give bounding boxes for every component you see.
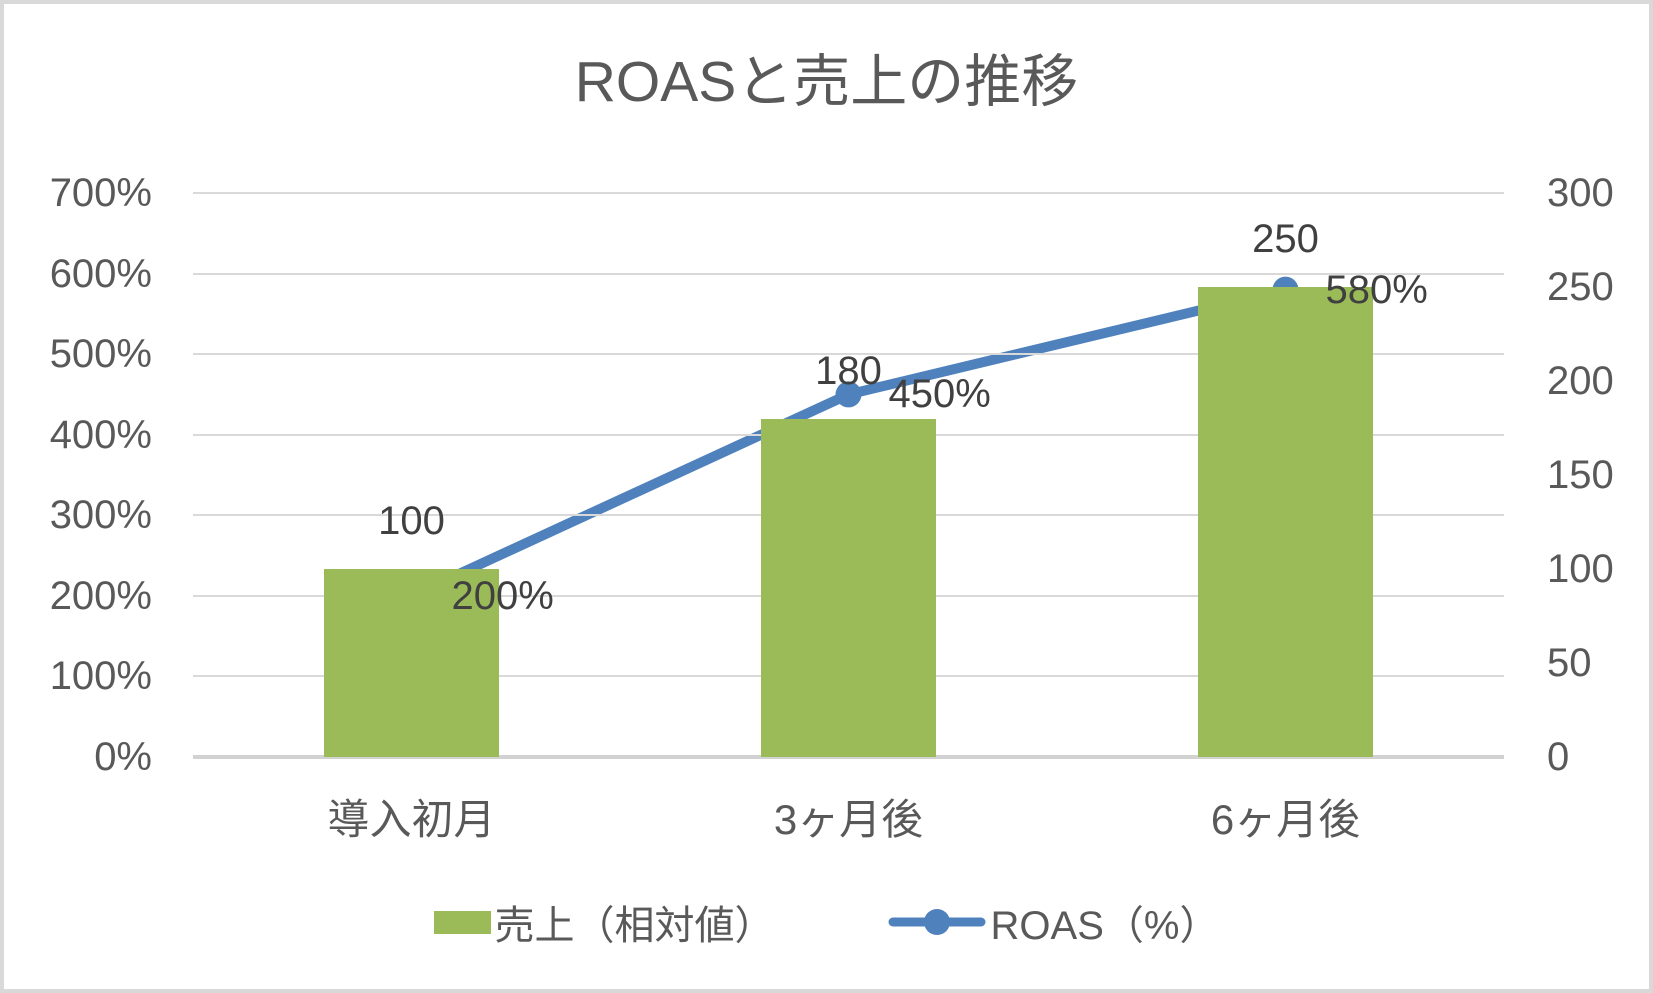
y-axis-left-tick: 500% xyxy=(49,332,152,377)
bar-data-label: 100 xyxy=(378,499,445,543)
y-axis-left-tick: 200% xyxy=(49,573,152,618)
x-axis-category-label: 3ヶ月後 xyxy=(773,796,924,843)
line-data-label: 200% xyxy=(451,573,554,618)
roas-point xyxy=(835,381,862,408)
y-axis-left-tick: 400% xyxy=(49,412,152,457)
bar-data-label: 180 xyxy=(815,348,882,393)
bar-sales xyxy=(324,569,499,757)
line-data-label: 450% xyxy=(888,372,991,417)
bar-swatch-icon xyxy=(433,910,491,934)
chart-title: ROASと売上の推移 xyxy=(574,50,1079,114)
gridline xyxy=(193,272,1504,275)
y-axis-right-tick: 250 xyxy=(1547,265,1614,309)
legend-item-roas: ROAS（%） xyxy=(887,893,1220,951)
y-axis-left-tick: 0% xyxy=(94,735,152,779)
line-marker-icon xyxy=(888,909,986,935)
y-axis-right-tick: 300 xyxy=(1547,171,1614,215)
bar-sales xyxy=(761,418,936,757)
y-axis-left-tick: 300% xyxy=(49,493,152,538)
y-axis-right-tick: 150 xyxy=(1547,453,1614,497)
y-axis-right-tick: 50 xyxy=(1547,641,1592,685)
y-axis-left-tick: 600% xyxy=(49,251,152,296)
x-axis-category-label: 導入初月 xyxy=(327,796,496,843)
y-axis-left-tick: 700% xyxy=(49,171,152,215)
bar-sales xyxy=(1198,287,1373,757)
plot-area xyxy=(193,192,1504,759)
y-axis-right-tick: 0 xyxy=(1547,735,1570,779)
y-axis-right-tick: 200 xyxy=(1547,359,1614,403)
gridline xyxy=(193,192,1504,194)
y-axis-left-tick: 100% xyxy=(49,654,152,699)
legend-label-roas: ROAS（%） xyxy=(990,904,1220,948)
legend-item-sales: 売上（相対値） xyxy=(433,893,775,951)
line-data-label: 580% xyxy=(1325,267,1428,312)
x-axis-category-label: 6ヶ月後 xyxy=(1210,796,1361,843)
y-axis-right-tick: 100 xyxy=(1547,547,1614,591)
gridline xyxy=(193,353,1504,356)
bar-data-label: 250 xyxy=(1252,217,1319,261)
legend: 売上（相対値） ROAS（%） xyxy=(0,896,1653,948)
legend-label-sales: 売上（相対値） xyxy=(494,904,775,948)
x-axis-line xyxy=(193,755,1504,759)
